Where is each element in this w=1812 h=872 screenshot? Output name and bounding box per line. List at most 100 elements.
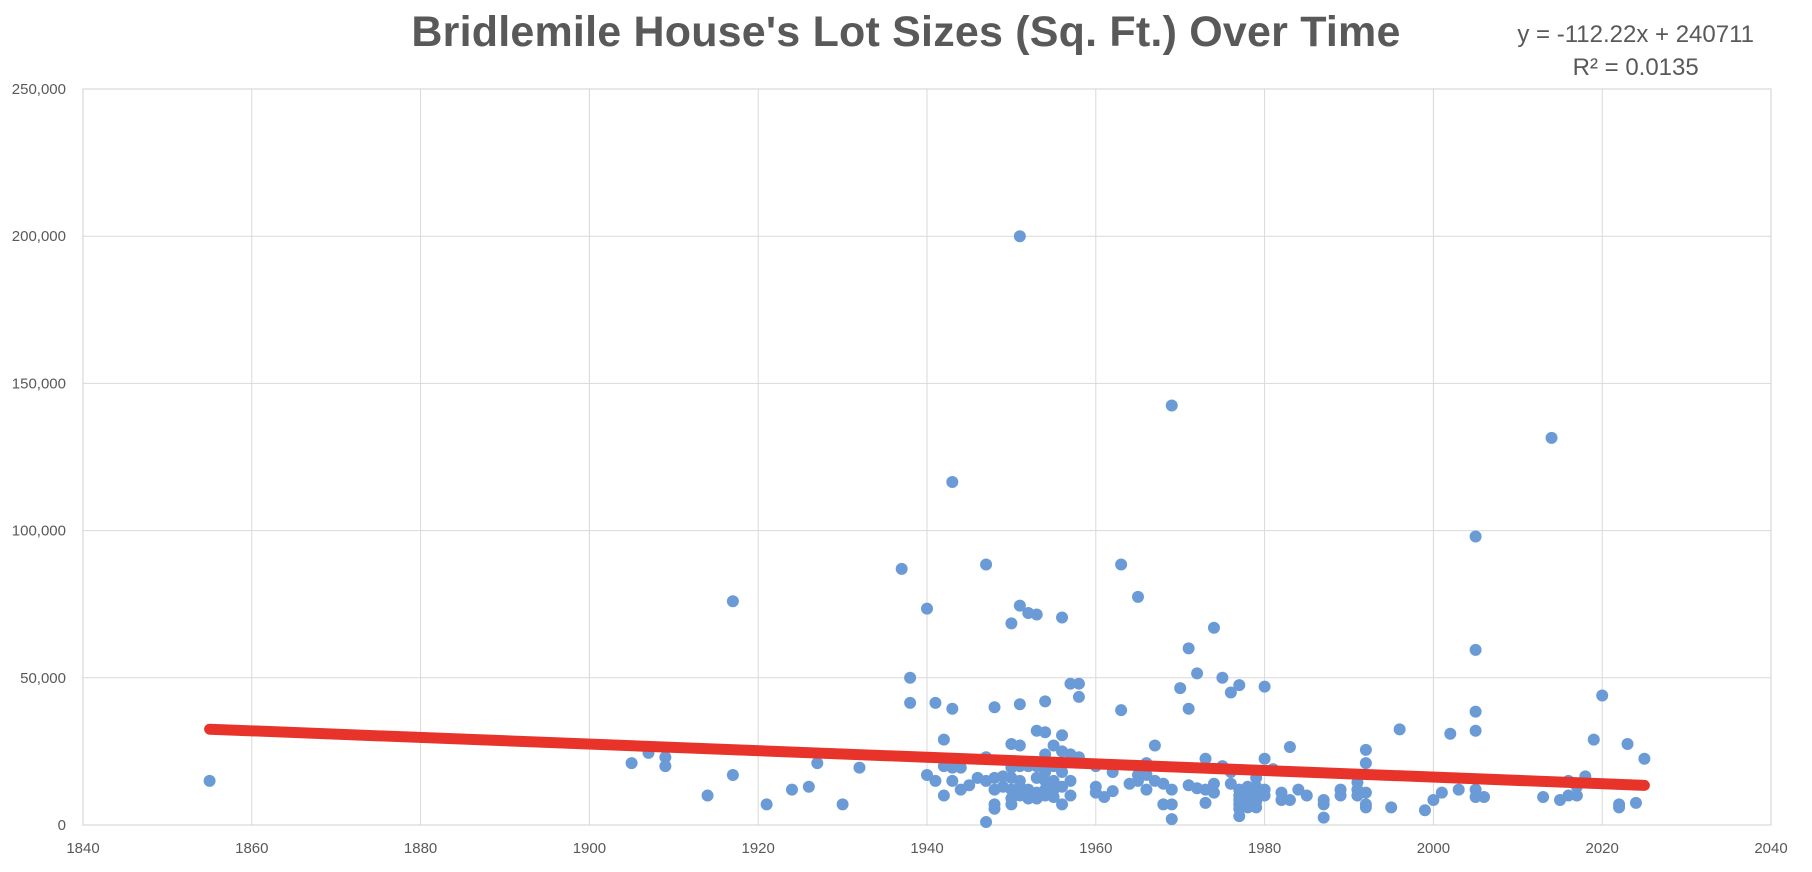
data-point xyxy=(1444,727,1457,740)
data-point xyxy=(785,783,798,796)
data-point xyxy=(1570,789,1583,802)
data-point xyxy=(802,780,815,793)
data-point xyxy=(1132,590,1144,603)
data-point xyxy=(1300,789,1313,802)
data-point xyxy=(1207,786,1220,799)
data-point xyxy=(1562,789,1575,802)
data-point xyxy=(1056,729,1069,742)
data-point xyxy=(1359,801,1372,814)
data-point xyxy=(701,789,714,802)
data-point xyxy=(1182,642,1195,655)
x-tick-label: 1940 xyxy=(910,840,943,857)
y-tick-label: 50,000 xyxy=(20,670,66,687)
x-tick-label: 1920 xyxy=(742,840,775,857)
trendline-group xyxy=(204,723,1650,791)
data-point xyxy=(1233,810,1246,823)
data-point xyxy=(1098,791,1111,804)
data-point xyxy=(726,595,739,608)
y-tick-label: 250,000 xyxy=(12,81,66,98)
plot-area xyxy=(82,88,1772,826)
data-point xyxy=(1064,774,1077,787)
data-point xyxy=(1469,791,1482,804)
trendline-formula: y = -112.22x + 240711 xyxy=(1517,21,1754,48)
y-tick-label: 150,000 xyxy=(12,375,66,392)
data-point xyxy=(1013,739,1026,752)
data-point xyxy=(1292,783,1305,796)
data-point xyxy=(1638,752,1651,765)
data-point xyxy=(1275,793,1288,806)
data-point xyxy=(1165,399,1178,412)
data-point xyxy=(760,798,773,811)
data-point xyxy=(1241,801,1254,814)
x-tick-label: 1960 xyxy=(1079,840,1112,857)
data-point xyxy=(988,802,1001,815)
data-point xyxy=(1047,739,1060,752)
data-point xyxy=(1452,783,1465,796)
data-point xyxy=(1613,801,1626,814)
data-point xyxy=(1629,796,1642,809)
data-point xyxy=(1283,740,1296,753)
trendline xyxy=(204,723,1650,791)
data-point xyxy=(1072,677,1085,690)
data-point xyxy=(1317,811,1330,824)
data-point xyxy=(1435,786,1448,799)
data-point xyxy=(1165,783,1178,796)
data-point xyxy=(1013,230,1026,243)
data-point xyxy=(203,774,216,787)
data-point xyxy=(963,779,976,792)
data-point xyxy=(1283,793,1296,806)
x-tick-label: 2020 xyxy=(1586,840,1619,857)
data-point xyxy=(946,774,959,787)
data-point xyxy=(1469,530,1482,543)
data-point xyxy=(1418,804,1431,817)
y-tick-label: 0 xyxy=(58,817,66,834)
data-point xyxy=(1056,780,1069,793)
data-point xyxy=(726,768,739,781)
data-point xyxy=(1587,733,1600,746)
data-point xyxy=(1064,789,1077,802)
data-point xyxy=(1013,698,1026,711)
data-point xyxy=(921,768,933,781)
data-point xyxy=(895,562,908,575)
x-tick-label: 2040 xyxy=(1754,840,1787,857)
chart-title: Bridlemile House's Lot Sizes (Sq. Ft.) O… xyxy=(411,8,1401,56)
data-point xyxy=(1224,686,1237,699)
data-point xyxy=(1140,783,1153,796)
data-point xyxy=(937,789,950,802)
data-point xyxy=(1427,793,1440,806)
x-tick-label: 1860 xyxy=(235,840,268,857)
data-point xyxy=(1165,798,1178,811)
data-point xyxy=(1039,774,1052,787)
data-point xyxy=(1039,726,1052,739)
data-point xyxy=(929,696,942,709)
data-point xyxy=(1469,643,1482,656)
data-point xyxy=(980,816,993,829)
data-point xyxy=(811,757,824,770)
x-tick-label: 2000 xyxy=(1417,840,1450,857)
data-point xyxy=(946,476,959,489)
data-point xyxy=(1393,723,1406,736)
data-point xyxy=(1359,743,1372,756)
data-point xyxy=(1132,774,1144,787)
data-point xyxy=(1224,777,1237,790)
data-point xyxy=(1478,791,1491,804)
data-point xyxy=(1140,768,1153,781)
data-point xyxy=(988,701,1001,714)
data-point xyxy=(1596,689,1609,702)
data-point xyxy=(954,761,967,774)
data-point xyxy=(980,558,993,571)
data-point xyxy=(1115,704,1128,717)
data-point xyxy=(1072,690,1085,703)
data-point xyxy=(1359,757,1372,770)
data-point xyxy=(1106,785,1119,798)
x-tick-label: 1880 xyxy=(404,840,437,857)
data-point xyxy=(1469,724,1482,737)
trendline-equation: y = -112.22x + 240711 R² = 0.0135 xyxy=(1517,18,1754,84)
data-point xyxy=(1039,766,1052,779)
data-point xyxy=(929,774,942,787)
x-tick-label: 1980 xyxy=(1248,840,1281,857)
data-point xyxy=(1056,611,1069,624)
data-point xyxy=(659,751,672,764)
data-point xyxy=(1191,667,1204,680)
